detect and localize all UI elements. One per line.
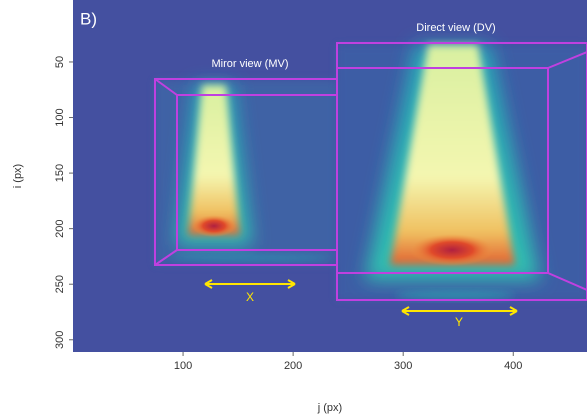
annotation: X (246, 290, 254, 304)
annotation: Y (455, 315, 463, 329)
x-tick-label: 300 (394, 360, 412, 372)
y-tick-label: 150 (54, 164, 66, 182)
panel-label: B) (80, 9, 97, 28)
x-axis-label: j (px) (317, 402, 342, 414)
heatmap (73, 0, 587, 352)
y-tick-label: 200 (54, 219, 66, 237)
annotation-boxes (154, 42, 587, 316)
y-tick-label: 300 (54, 331, 66, 349)
y-tick-label: 50 (54, 56, 66, 68)
x-tick-label: 200 (284, 360, 302, 372)
y-axis-label: i (px) (12, 164, 24, 188)
y-tick-label: 100 (54, 108, 66, 126)
x-tick-label: 100 (174, 360, 192, 372)
x-tick-label: 400 (504, 360, 522, 372)
y-tick-label: 250 (54, 275, 66, 293)
annotation: Direct view (DV) (416, 22, 495, 34)
annotation: Miror view (MV) (212, 58, 289, 70)
